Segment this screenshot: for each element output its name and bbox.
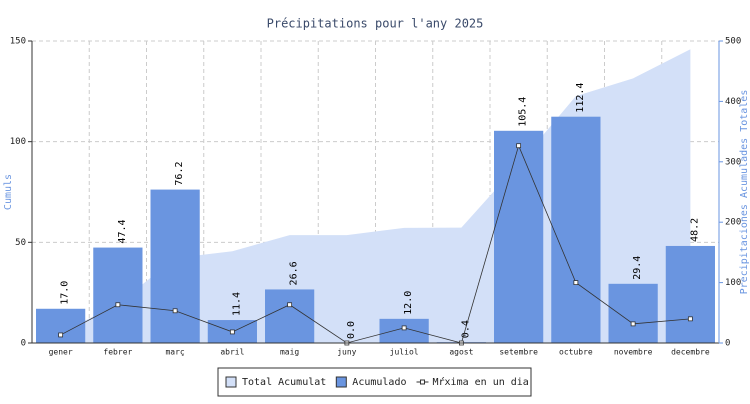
line-marker <box>229 329 235 335</box>
line-marker <box>687 316 693 322</box>
line-marker <box>573 280 579 286</box>
y-tick-label: 100 <box>10 137 26 147</box>
y2-tick-label: 100 <box>725 278 741 288</box>
value-label: 17.0 <box>60 281 71 305</box>
x-tick-label: juny <box>337 348 356 357</box>
value-label: 0.4 <box>460 320 471 338</box>
x-tick-label: març <box>165 348 184 357</box>
legend-label: Acumulado <box>352 377 406 388</box>
line <box>60 144 691 344</box>
value-label: 29.4 <box>632 256 643 280</box>
bar <box>551 116 601 344</box>
line-marker <box>630 321 636 327</box>
line-marker <box>516 143 522 149</box>
x-tick-label: octubre <box>559 348 593 357</box>
x-tick-label: abril <box>220 348 244 357</box>
x-tick-label: setembre <box>499 348 538 357</box>
bar <box>379 318 429 343</box>
x-tick-label: decembre <box>671 348 710 357</box>
bar <box>265 289 315 343</box>
value-label: 47.4 <box>117 219 128 243</box>
y2-tick-label: 500 <box>725 37 741 47</box>
value-label: 26.6 <box>289 261 300 285</box>
x-tick-label: febrer <box>103 348 132 357</box>
line-marker <box>401 325 407 331</box>
bar <box>665 245 715 343</box>
x-tick-label: juliol <box>390 348 419 357</box>
x-tick-label: maig <box>280 348 299 357</box>
bar <box>93 247 143 343</box>
line-marker <box>115 302 121 308</box>
value-label: 112.4 <box>575 83 586 113</box>
legend-label: Mŕxima en un dia <box>432 376 528 388</box>
chart-title: Précipitations pour l'any 2025 <box>267 17 484 31</box>
legend-swatch <box>335 376 347 388</box>
value-label: 12.0 <box>403 291 414 315</box>
y2-tick-label: 0 <box>725 339 730 349</box>
bar <box>150 189 200 343</box>
x-tick-label: gener <box>49 348 73 357</box>
y2-tick-label: 400 <box>725 97 741 107</box>
legend-box <box>217 367 532 397</box>
line-marker <box>58 332 64 338</box>
value-label: 11.4 <box>231 292 242 316</box>
y2-tick-label: 300 <box>725 157 741 167</box>
legend-swatch <box>225 376 237 388</box>
y-tick-label: 150 <box>10 37 26 47</box>
x-tick-label: novembre <box>614 348 653 357</box>
y-axis-title: Cumuls <box>3 174 14 210</box>
y2-axis-title: Precipitaciones Acumulades Totales <box>739 90 750 295</box>
line-marker <box>287 302 293 308</box>
value-label: 0.0 <box>346 321 357 339</box>
y-tick-label: 0 <box>21 339 26 349</box>
bar <box>608 283 658 343</box>
legend-label: Total Acumulat <box>242 377 326 388</box>
value-label: 48.2 <box>689 218 700 242</box>
y-tick-label: 50 <box>15 238 26 248</box>
legend-swatch <box>419 379 425 385</box>
x-tick-label: agost <box>449 348 473 357</box>
line-marker <box>172 308 178 314</box>
y2-tick-label: 200 <box>725 218 741 228</box>
bar <box>494 130 544 343</box>
value-label: 105.4 <box>518 97 529 127</box>
value-label: 76.2 <box>174 161 185 185</box>
